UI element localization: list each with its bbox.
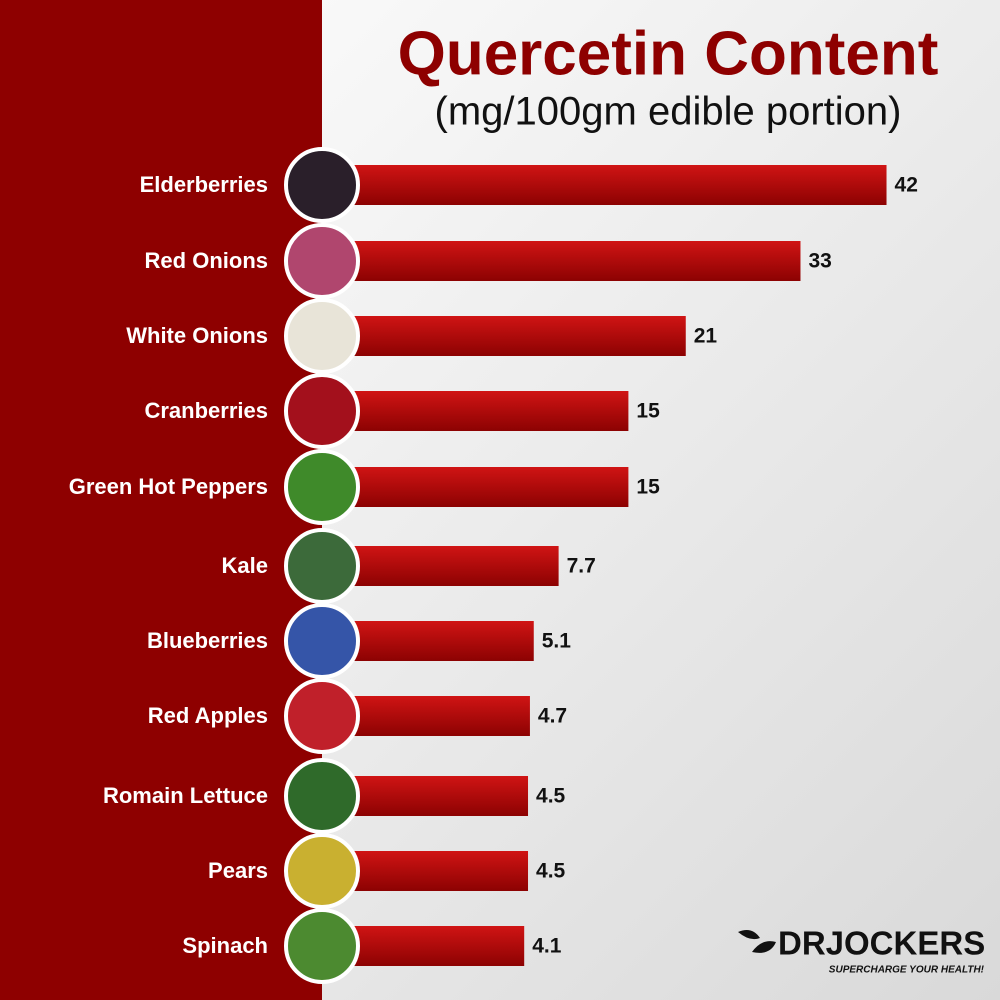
value-label: 15 [636, 400, 660, 423]
value-label: 33 [808, 250, 831, 273]
logo-leaf [738, 930, 776, 953]
value-label: 42 [895, 174, 918, 197]
brand: DRJOCKERS [778, 925, 985, 962]
category-label: Spinach [182, 933, 268, 958]
category-label: White Onions [126, 323, 268, 348]
value-label: 15 [636, 476, 660, 499]
value-label: 4.5 [536, 785, 566, 808]
value-label: 4.1 [532, 935, 562, 958]
food-photo [284, 147, 360, 223]
value-label: 21 [694, 325, 718, 348]
bar [322, 316, 686, 356]
food-photo [284, 449, 360, 525]
category-label: Blueberries [147, 628, 268, 653]
food-photo [284, 833, 360, 909]
food-photo [284, 298, 360, 374]
category-label: Cranberries [144, 398, 268, 423]
category-label: Green Hot Peppers [69, 474, 268, 499]
bar [322, 165, 887, 205]
category-label: Red Onions [145, 248, 268, 273]
bar [322, 467, 629, 507]
tagline: SUPERCHARGE YOUR HEALTH! [829, 965, 985, 976]
bar [322, 546, 559, 586]
category-label: Elderberries [140, 172, 268, 197]
side-panel [0, 0, 322, 1000]
category-label: Red Apples [148, 703, 268, 728]
category-label: Romain Lettuce [103, 783, 268, 808]
food-photo [284, 528, 360, 604]
food-photo [284, 678, 360, 754]
value-label: 5.1 [542, 630, 572, 653]
food-photo [284, 758, 360, 834]
food-photo [284, 223, 360, 299]
chart-subtitle: (mg/100gm edible portion) [435, 90, 902, 134]
food-photo [284, 373, 360, 449]
bar [322, 391, 629, 431]
bars: 42 Elderberries 33 Red Onions 21 White Onions… [69, 147, 918, 984]
value-label: 4.5 [536, 860, 566, 883]
category-label: Pears [208, 858, 268, 883]
bar [322, 241, 801, 281]
category-label: Kale [222, 553, 268, 578]
value-label: 7.7 [567, 555, 596, 578]
food-photo [284, 603, 360, 679]
chart-title: Quercetin Content [398, 19, 939, 88]
value-label: 4.7 [538, 705, 567, 728]
logo: DRJOCKERS SUPERCHARGE YOUR HEALTH! [738, 925, 985, 976]
food-photo [284, 908, 360, 984]
